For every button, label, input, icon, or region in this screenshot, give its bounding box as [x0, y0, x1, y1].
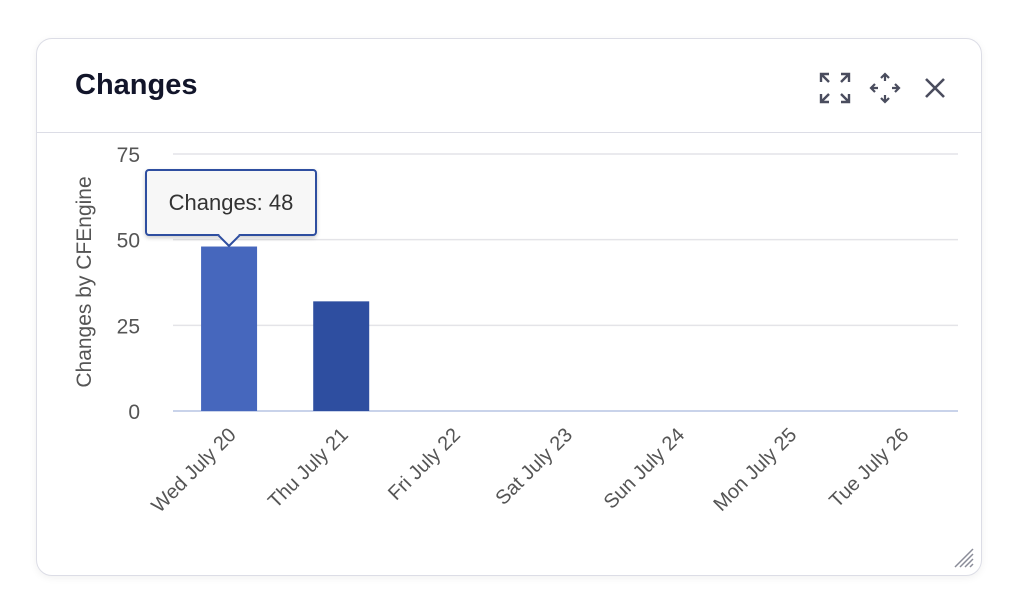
- y-tick-label: 25: [117, 315, 140, 338]
- x-tick-label: Wed July 20: [147, 424, 240, 517]
- x-tick-label: Sun July 24: [600, 424, 689, 513]
- y-tick-label: 75: [117, 144, 140, 167]
- x-tick-label: Mon July 25: [710, 424, 802, 516]
- move-icon[interactable]: [868, 71, 902, 105]
- y-tick-label: 50: [117, 230, 140, 253]
- chart-tooltip: Changes: 48: [145, 169, 317, 236]
- resize-handle-icon[interactable]: [951, 545, 975, 569]
- bar[interactable]: [313, 301, 370, 411]
- x-tick-label: Fri July 22: [384, 424, 465, 505]
- widget-header: Changes: [37, 39, 981, 133]
- expand-icon[interactable]: [818, 71, 852, 105]
- changes-widget: Changes: [36, 38, 982, 576]
- y-tick-label: 0: [128, 401, 140, 424]
- y-axis-label: Changes by CFEngine: [73, 176, 96, 387]
- widget-title: Changes: [75, 69, 198, 101]
- close-icon[interactable]: [918, 71, 952, 105]
- x-tick-label: Thu July 21: [264, 424, 353, 513]
- x-tick-label: Tue July 26: [825, 424, 913, 512]
- x-tick-label: Sat July 23: [492, 424, 578, 510]
- bar[interactable]: [201, 246, 258, 411]
